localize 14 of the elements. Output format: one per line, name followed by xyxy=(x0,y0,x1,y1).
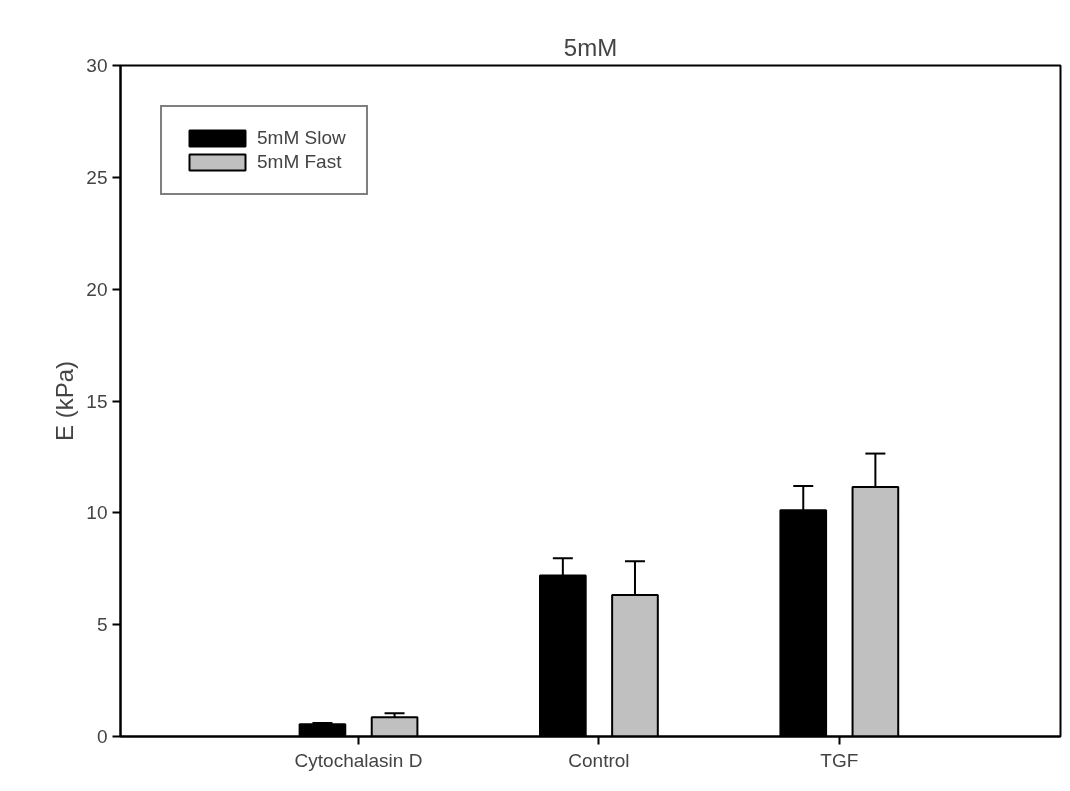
x-tick-label: TGF xyxy=(820,749,859,771)
legend-label: 5mM Slow xyxy=(257,127,346,149)
y-tick-label: 25 xyxy=(86,166,108,188)
y-tick-label: 15 xyxy=(86,390,108,412)
legend-label: 5mM Fast xyxy=(257,151,342,173)
y-axis-title: E (kPa) xyxy=(51,360,79,442)
chart-title: 5mM xyxy=(563,33,618,61)
x-tick-label: Cytochalasin D xyxy=(294,749,423,771)
y-tick-label: 10 xyxy=(86,502,108,524)
y-tick-label: 5 xyxy=(96,614,108,636)
y-tick-label: 30 xyxy=(86,55,108,76)
x-tick-label: Control xyxy=(568,749,630,771)
y-tick-label: 0 xyxy=(96,726,108,747)
y-tick-label: 20 xyxy=(86,278,108,300)
